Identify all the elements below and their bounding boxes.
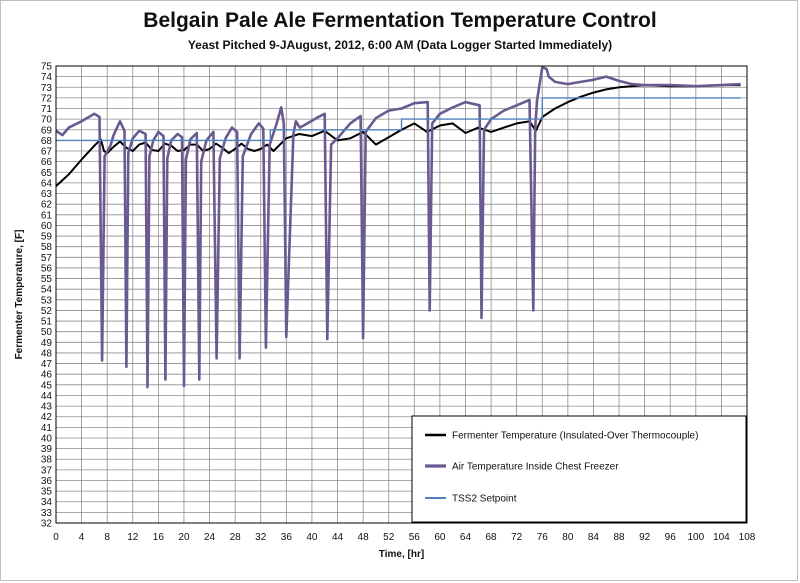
y-tick-label: 51 (41, 317, 53, 328)
y-tick-label: 44 (41, 391, 53, 402)
y-tick-label: 43 (41, 402, 53, 413)
x-tick-label: 16 (153, 532, 165, 543)
x-tick-label: 24 (204, 532, 216, 543)
y-tick-label: 61 (41, 210, 53, 221)
y-tick-label: 75 (41, 62, 53, 73)
legend-label-air: Air Temperature Inside Chest Freezer (452, 462, 619, 473)
series-line-fermenter (55, 84, 741, 187)
x-tick-label: 28 (230, 532, 242, 543)
x-tick-label: 56 (409, 532, 421, 543)
y-tick-label: 35 (41, 487, 53, 498)
legend-label-setpoint: TSS2 Setpoint (452, 494, 517, 505)
x-tick-label: 4 (79, 532, 85, 543)
y-tick-label: 66 (41, 157, 53, 168)
y-tick-label: 73 (41, 83, 53, 94)
x-tick-label: 44 (332, 532, 344, 543)
y-tick-label: 62 (41, 200, 53, 211)
y-axis-ticks: 3233343536373839404142434445464748495051… (41, 62, 53, 530)
x-tick-label: 0 (53, 532, 59, 543)
series-line-setpoint (56, 97, 741, 142)
x-tick-label: 40 (306, 532, 318, 543)
plot-area-border (55, 65, 748, 524)
chart-title: Belgain Pale Ale Fermentation Temperatur… (143, 9, 657, 32)
x-tick-label: 80 (562, 532, 574, 543)
y-tick-label: 64 (41, 178, 53, 189)
x-tick-label: 64 (460, 532, 472, 543)
x-tick-label: 12 (127, 532, 139, 543)
y-tick-label: 72 (41, 93, 53, 104)
x-tick-label: 20 (178, 532, 190, 543)
y-tick-label: 45 (41, 380, 53, 391)
x-tick-label: 104 (713, 532, 730, 543)
y-tick-label: 42 (41, 412, 53, 423)
y-tick-label: 68 (41, 136, 53, 147)
legend-label-fermenter: Fermenter Temperature (Insulated-Over Th… (452, 431, 698, 442)
y-tick-label: 37 (41, 465, 53, 476)
x-tick-label: 108 (739, 532, 756, 543)
y-tick-label: 38 (41, 455, 53, 466)
y-tick-label: 59 (41, 232, 53, 243)
y-tick-label: 50 (41, 327, 53, 338)
x-tick-label: 60 (434, 532, 446, 543)
x-tick-label: 72 (511, 532, 523, 543)
series-layer (55, 65, 741, 389)
y-tick-label: 33 (41, 508, 53, 519)
y-tick-label: 74 (41, 72, 53, 83)
y-tick-label: 32 (41, 519, 53, 530)
y-tick-label: 67 (41, 147, 53, 158)
y-tick-label: 55 (41, 274, 53, 285)
y-tick-label: 46 (41, 370, 53, 381)
y-tick-label: 70 (41, 115, 53, 126)
y-tick-label: 47 (41, 359, 53, 370)
x-tick-label: 100 (687, 532, 704, 543)
y-tick-label: 39 (41, 444, 53, 455)
y-tick-label: 63 (41, 189, 53, 200)
x-tick-label: 96 (665, 532, 677, 543)
y-tick-label: 56 (41, 263, 53, 274)
y-tick-label: 71 (41, 104, 53, 115)
y-tick-label: 54 (41, 285, 53, 296)
y-tick-label: 52 (41, 306, 53, 317)
legend-box (411, 415, 747, 523)
y-tick-label: 49 (41, 338, 53, 349)
x-tick-label: 84 (588, 532, 600, 543)
x-tick-label: 68 (486, 532, 498, 543)
x-tick-label: 48 (358, 532, 370, 543)
y-tick-label: 34 (41, 497, 53, 508)
y-tick-label: 48 (41, 348, 53, 359)
x-tick-label: 32 (255, 532, 267, 543)
x-tick-label: 8 (104, 532, 110, 543)
x-axis-ticks: 0 4 8 12 16 20 24 28 32 36 40 44 48 52 56 60 64 68 72 76 80 8… (53, 532, 756, 543)
y-axis-label: Fermenter Temperature, [F] (14, 230, 25, 360)
x-axis-label: Time, [hr] (379, 549, 424, 560)
chart-subtitle: Yeast Pitched 9-JAugust, 2012, 6:00 AM (… (187, 38, 613, 52)
x-tick-label: 76 (537, 532, 549, 543)
x-tick-label: 36 (281, 532, 293, 543)
x-tick-label: 92 (639, 532, 651, 543)
series-line-air (55, 65, 741, 389)
y-tick-label: 41 (41, 423, 53, 434)
y-tick-label: 58 (41, 242, 53, 253)
y-tick-label: 57 (41, 253, 53, 264)
x-tick-label: 52 (383, 532, 395, 543)
y-tick-label: 53 (41, 295, 53, 306)
y-tick-label: 69 (41, 125, 53, 136)
x-tick-label: 88 (613, 532, 625, 543)
y-tick-label: 40 (41, 433, 53, 444)
y-tick-label: 36 (41, 476, 53, 487)
legend: Fermenter Temperature (Insulated-Over Th… (411, 415, 747, 523)
y-tick-label: 60 (41, 221, 53, 232)
y-tick-label: 65 (41, 168, 53, 179)
